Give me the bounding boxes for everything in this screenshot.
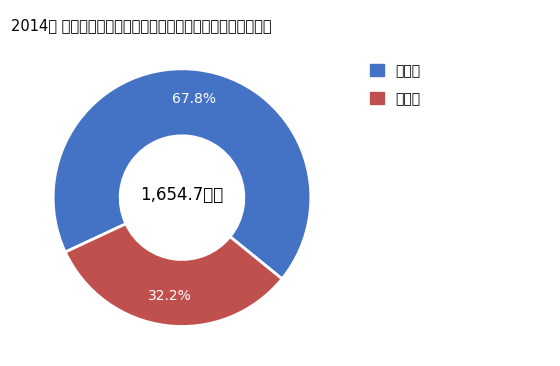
Text: 1,654.7億円: 1,654.7億円 — [141, 186, 223, 204]
Text: 67.8%: 67.8% — [172, 92, 216, 106]
Text: 2014年 商業年間商品販売額にしめる卸売業と小売業のシェア: 2014年 商業年間商品販売額にしめる卸売業と小売業のシェア — [11, 18, 272, 33]
Text: 32.2%: 32.2% — [148, 289, 192, 303]
Wedge shape — [65, 224, 282, 326]
Legend: 小売業, その他: 小売業, その他 — [366, 60, 424, 110]
Wedge shape — [53, 69, 311, 279]
